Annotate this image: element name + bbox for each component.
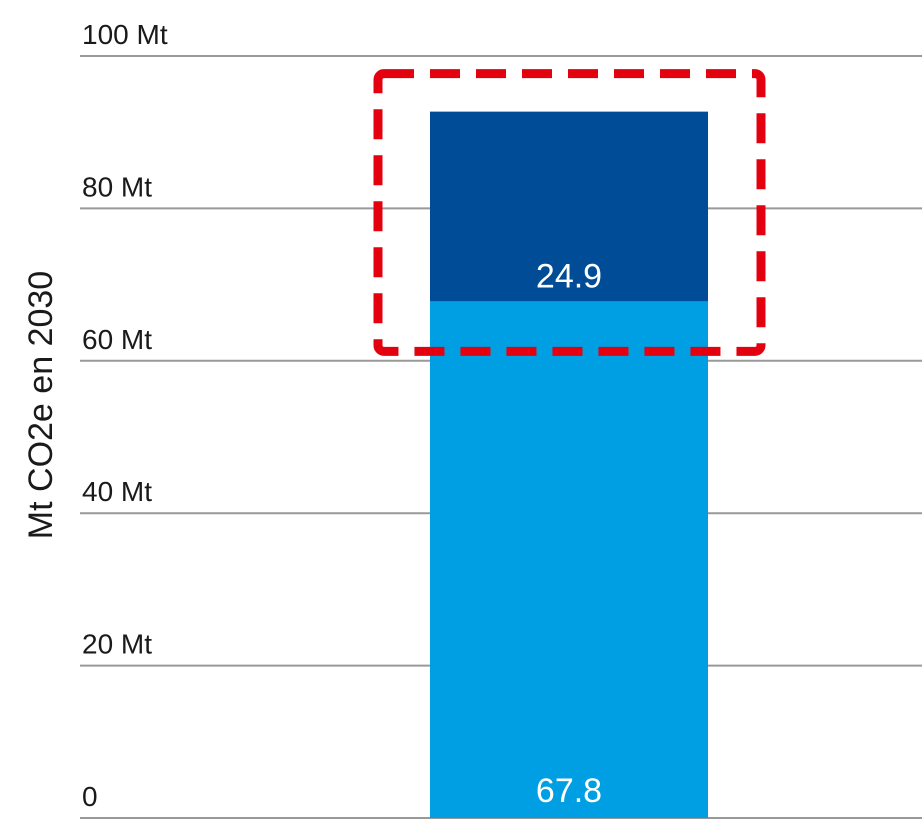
y-tick-label: 40 Mt [82, 476, 152, 507]
bars [430, 111, 708, 818]
y-tick-label: 60 Mt [82, 324, 152, 355]
data-label: 24.9 [536, 257, 602, 295]
y-tick-label: 20 Mt [82, 629, 152, 660]
highlight [373, 69, 766, 356]
y-tick-label: 100 Mt [82, 19, 168, 50]
data-labels: 67.8 24.9 [536, 257, 602, 810]
y-tick-label: 0 [82, 781, 98, 812]
data-label: 67.8 [536, 772, 602, 810]
y-axis-title: Mt CO2e en 2030 [22, 271, 60, 539]
bar-segment [430, 111, 708, 302]
y-tick-label: 80 Mt [82, 171, 152, 202]
y-axis-tick-labels: 0 20 Mt 40 Mt 60 Mt 80 Mt 100 Mt [82, 19, 168, 812]
highlight-box [373, 69, 766, 356]
bar-segment [430, 301, 708, 818]
